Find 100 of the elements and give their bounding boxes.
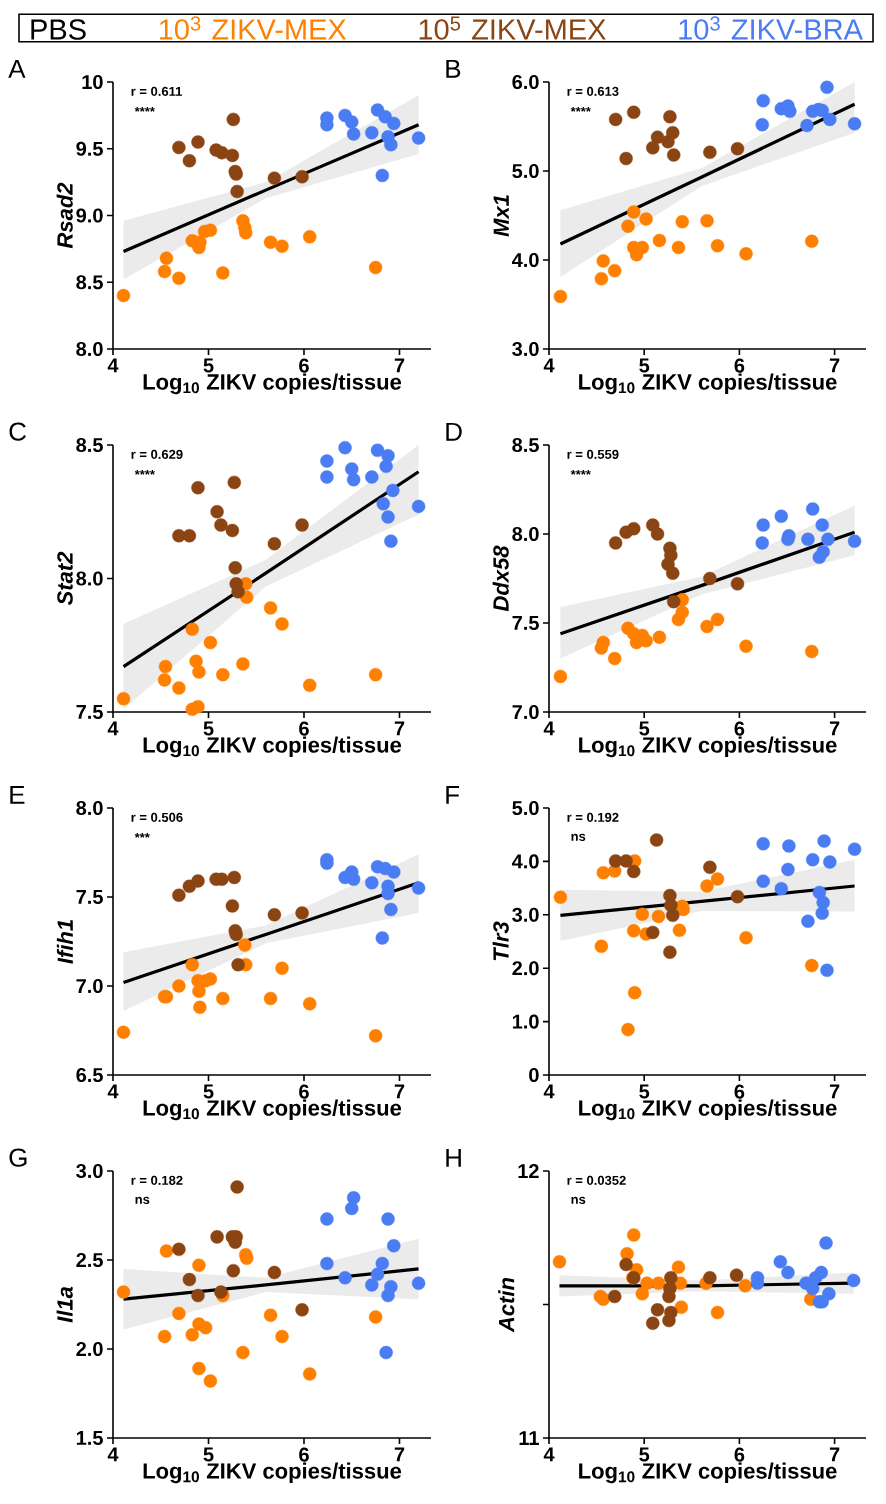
x-tick-label: 7 bbox=[829, 1084, 840, 1099]
y-tick-label: 2.0 bbox=[512, 961, 539, 976]
x-tick-label: 6 bbox=[299, 1084, 309, 1099]
y-axis-title: Actin bbox=[498, 1277, 515, 1333]
x-tick-label: 6 bbox=[734, 358, 745, 373]
y-tick-label: 4.0 bbox=[511, 854, 539, 869]
legend-label: PBS bbox=[31, 19, 86, 40]
y-tick-label: 10 bbox=[82, 74, 103, 90]
y-tick-label: 8.0 bbox=[76, 571, 103, 586]
x-tick-label: 7 bbox=[394, 721, 405, 736]
x-axis-title: Log$_{10}$ ZIKV copies/tissue bbox=[579, 736, 837, 758]
y-axis-title: Ifih1 bbox=[56, 920, 73, 964]
x-tick-label: 7 bbox=[829, 721, 840, 736]
y-tick-label: 3.0 bbox=[512, 341, 539, 357]
x-tick-label: 6 bbox=[299, 1447, 309, 1462]
x-tick-label: 5 bbox=[203, 1447, 214, 1462]
annotation: r = 0.0352 bbox=[567, 1175, 626, 1185]
y-tick-label: 3.0 bbox=[512, 907, 539, 922]
y-tick-label: 8.5 bbox=[76, 437, 103, 453]
x-tick-label: 7 bbox=[394, 1447, 405, 1462]
x-tick-label: 5 bbox=[203, 1084, 214, 1099]
annotation: r = 0.611 bbox=[131, 86, 183, 96]
text: 10$^{5}$ ZIKV-MEX bbox=[419, 16, 606, 40]
chart-title: D bbox=[446, 422, 462, 441]
y-tick-label: 8.0 bbox=[76, 800, 103, 816]
y-tick-label: 0 bbox=[529, 1067, 539, 1083]
annotation: ns bbox=[135, 1196, 150, 1204]
x-tick-label: 5 bbox=[203, 721, 214, 736]
y-tick-label: 7.5 bbox=[76, 890, 103, 904]
x-tick-label: 7 bbox=[829, 358, 840, 373]
y-tick-label: 6.0 bbox=[512, 74, 539, 90]
x-tick-label: 6 bbox=[734, 721, 745, 736]
chart-title: E bbox=[10, 785, 25, 804]
annotation: *** bbox=[134, 832, 150, 838]
y-tick-label: 7.5 bbox=[76, 705, 103, 719]
x-tick-label: 4 bbox=[107, 1084, 119, 1099]
x-tick-label: 4 bbox=[543, 358, 555, 373]
annotation: r = 0.559 bbox=[567, 449, 619, 459]
y-tick-label: 2.5 bbox=[76, 1252, 103, 1268]
x-axis-title: Log$_{10}$ ZIKV copies/tissue bbox=[579, 373, 837, 395]
y-axis-title: Mx1 bbox=[493, 195, 509, 237]
chart-title: G bbox=[9, 1148, 27, 1167]
x-tick-label: 5 bbox=[203, 358, 214, 373]
chart-title: C bbox=[9, 422, 26, 441]
annotation: r = 0.506 bbox=[131, 812, 183, 822]
x-tick-label: 7 bbox=[394, 1084, 405, 1099]
x-tick-label: 4 bbox=[543, 1084, 555, 1099]
annotation: **** bbox=[570, 106, 591, 112]
x-tick-label: 4 bbox=[107, 358, 119, 373]
y-tick-label: 8.5 bbox=[76, 275, 103, 290]
y-tick-label: 7.0 bbox=[76, 978, 103, 994]
x-axis-title: Log$_{10}$ ZIKV copies/tissue bbox=[143, 736, 402, 758]
y-axis-title: Stat2 bbox=[57, 551, 73, 606]
y-tick-label: 5.0 bbox=[512, 800, 539, 816]
x-axis-title: Log$_{10}$ ZIKV copies/tissue bbox=[143, 373, 402, 395]
annotation: **** bbox=[134, 469, 155, 475]
y-tick-label: 5.0 bbox=[512, 163, 539, 179]
y-tick-label: 7.0 bbox=[512, 704, 539, 720]
annotation: **** bbox=[134, 106, 155, 112]
text: 10$^{3}$ ZIKV-BRA bbox=[679, 16, 863, 40]
x-axis-title: Log$_{10}$ ZIKV copies/tissue bbox=[579, 1462, 837, 1484]
chart-title: H bbox=[446, 1148, 461, 1167]
x-tick-label: 7 bbox=[394, 358, 405, 373]
x-tick-label: 5 bbox=[639, 721, 650, 736]
x-tick-label: 4 bbox=[543, 721, 555, 736]
x-tick-label: 6 bbox=[299, 721, 309, 736]
x-tick-label: 4 bbox=[543, 1447, 555, 1462]
y-tick-label: 3.0 bbox=[76, 1163, 103, 1179]
y-axis-title: Rsad2 bbox=[56, 182, 73, 249]
y-axis-title: Il1a bbox=[56, 1286, 73, 1323]
y-tick-label: 4.0 bbox=[511, 252, 539, 268]
x-tick-label: 6 bbox=[299, 358, 309, 373]
y-tick-label: 1.5 bbox=[76, 1431, 103, 1445]
y-tick-label: 1.0 bbox=[512, 1014, 539, 1029]
x-axis-title: Log$_{10}$ ZIKV copies/tissue bbox=[579, 1099, 837, 1121]
x-tick-label: 6 bbox=[734, 1447, 745, 1462]
text: 10$^{3}$ ZIKV-MEX bbox=[159, 16, 347, 40]
annotation: r = 0.192 bbox=[567, 812, 619, 822]
x-tick-label: 6 bbox=[734, 1084, 745, 1099]
x-tick-label: 5 bbox=[639, 1447, 650, 1462]
y-tick-label: 8.0 bbox=[76, 341, 103, 357]
x-axis-title: Log$_{10}$ ZIKV copies/tissue bbox=[143, 1462, 402, 1484]
annotation: **** bbox=[570, 469, 591, 475]
y-axis-title: Ddx58 bbox=[492, 545, 509, 612]
chart-title: A bbox=[8, 59, 26, 78]
y-tick-label: 11 bbox=[519, 1431, 539, 1445]
chart-title: B bbox=[446, 59, 461, 78]
annotation: r = 0.629 bbox=[131, 449, 183, 459]
x-tick-label: 5 bbox=[639, 358, 650, 373]
y-tick-label: 6.5 bbox=[76, 1067, 103, 1083]
chart-title: F bbox=[446, 785, 460, 804]
x-tick-label: 4 bbox=[107, 1447, 119, 1462]
annotation: r = 0.613 bbox=[567, 86, 619, 96]
y-tick-label: 12 bbox=[518, 1164, 539, 1178]
annotation: ns bbox=[571, 833, 586, 841]
y-tick-label: 8.0 bbox=[512, 526, 539, 542]
x-tick-label: 4 bbox=[107, 721, 119, 736]
y-tick-label: 9.5 bbox=[76, 141, 103, 156]
y-tick-label: 7.5 bbox=[512, 616, 539, 630]
y-axis-title: Tlr3 bbox=[492, 921, 509, 961]
